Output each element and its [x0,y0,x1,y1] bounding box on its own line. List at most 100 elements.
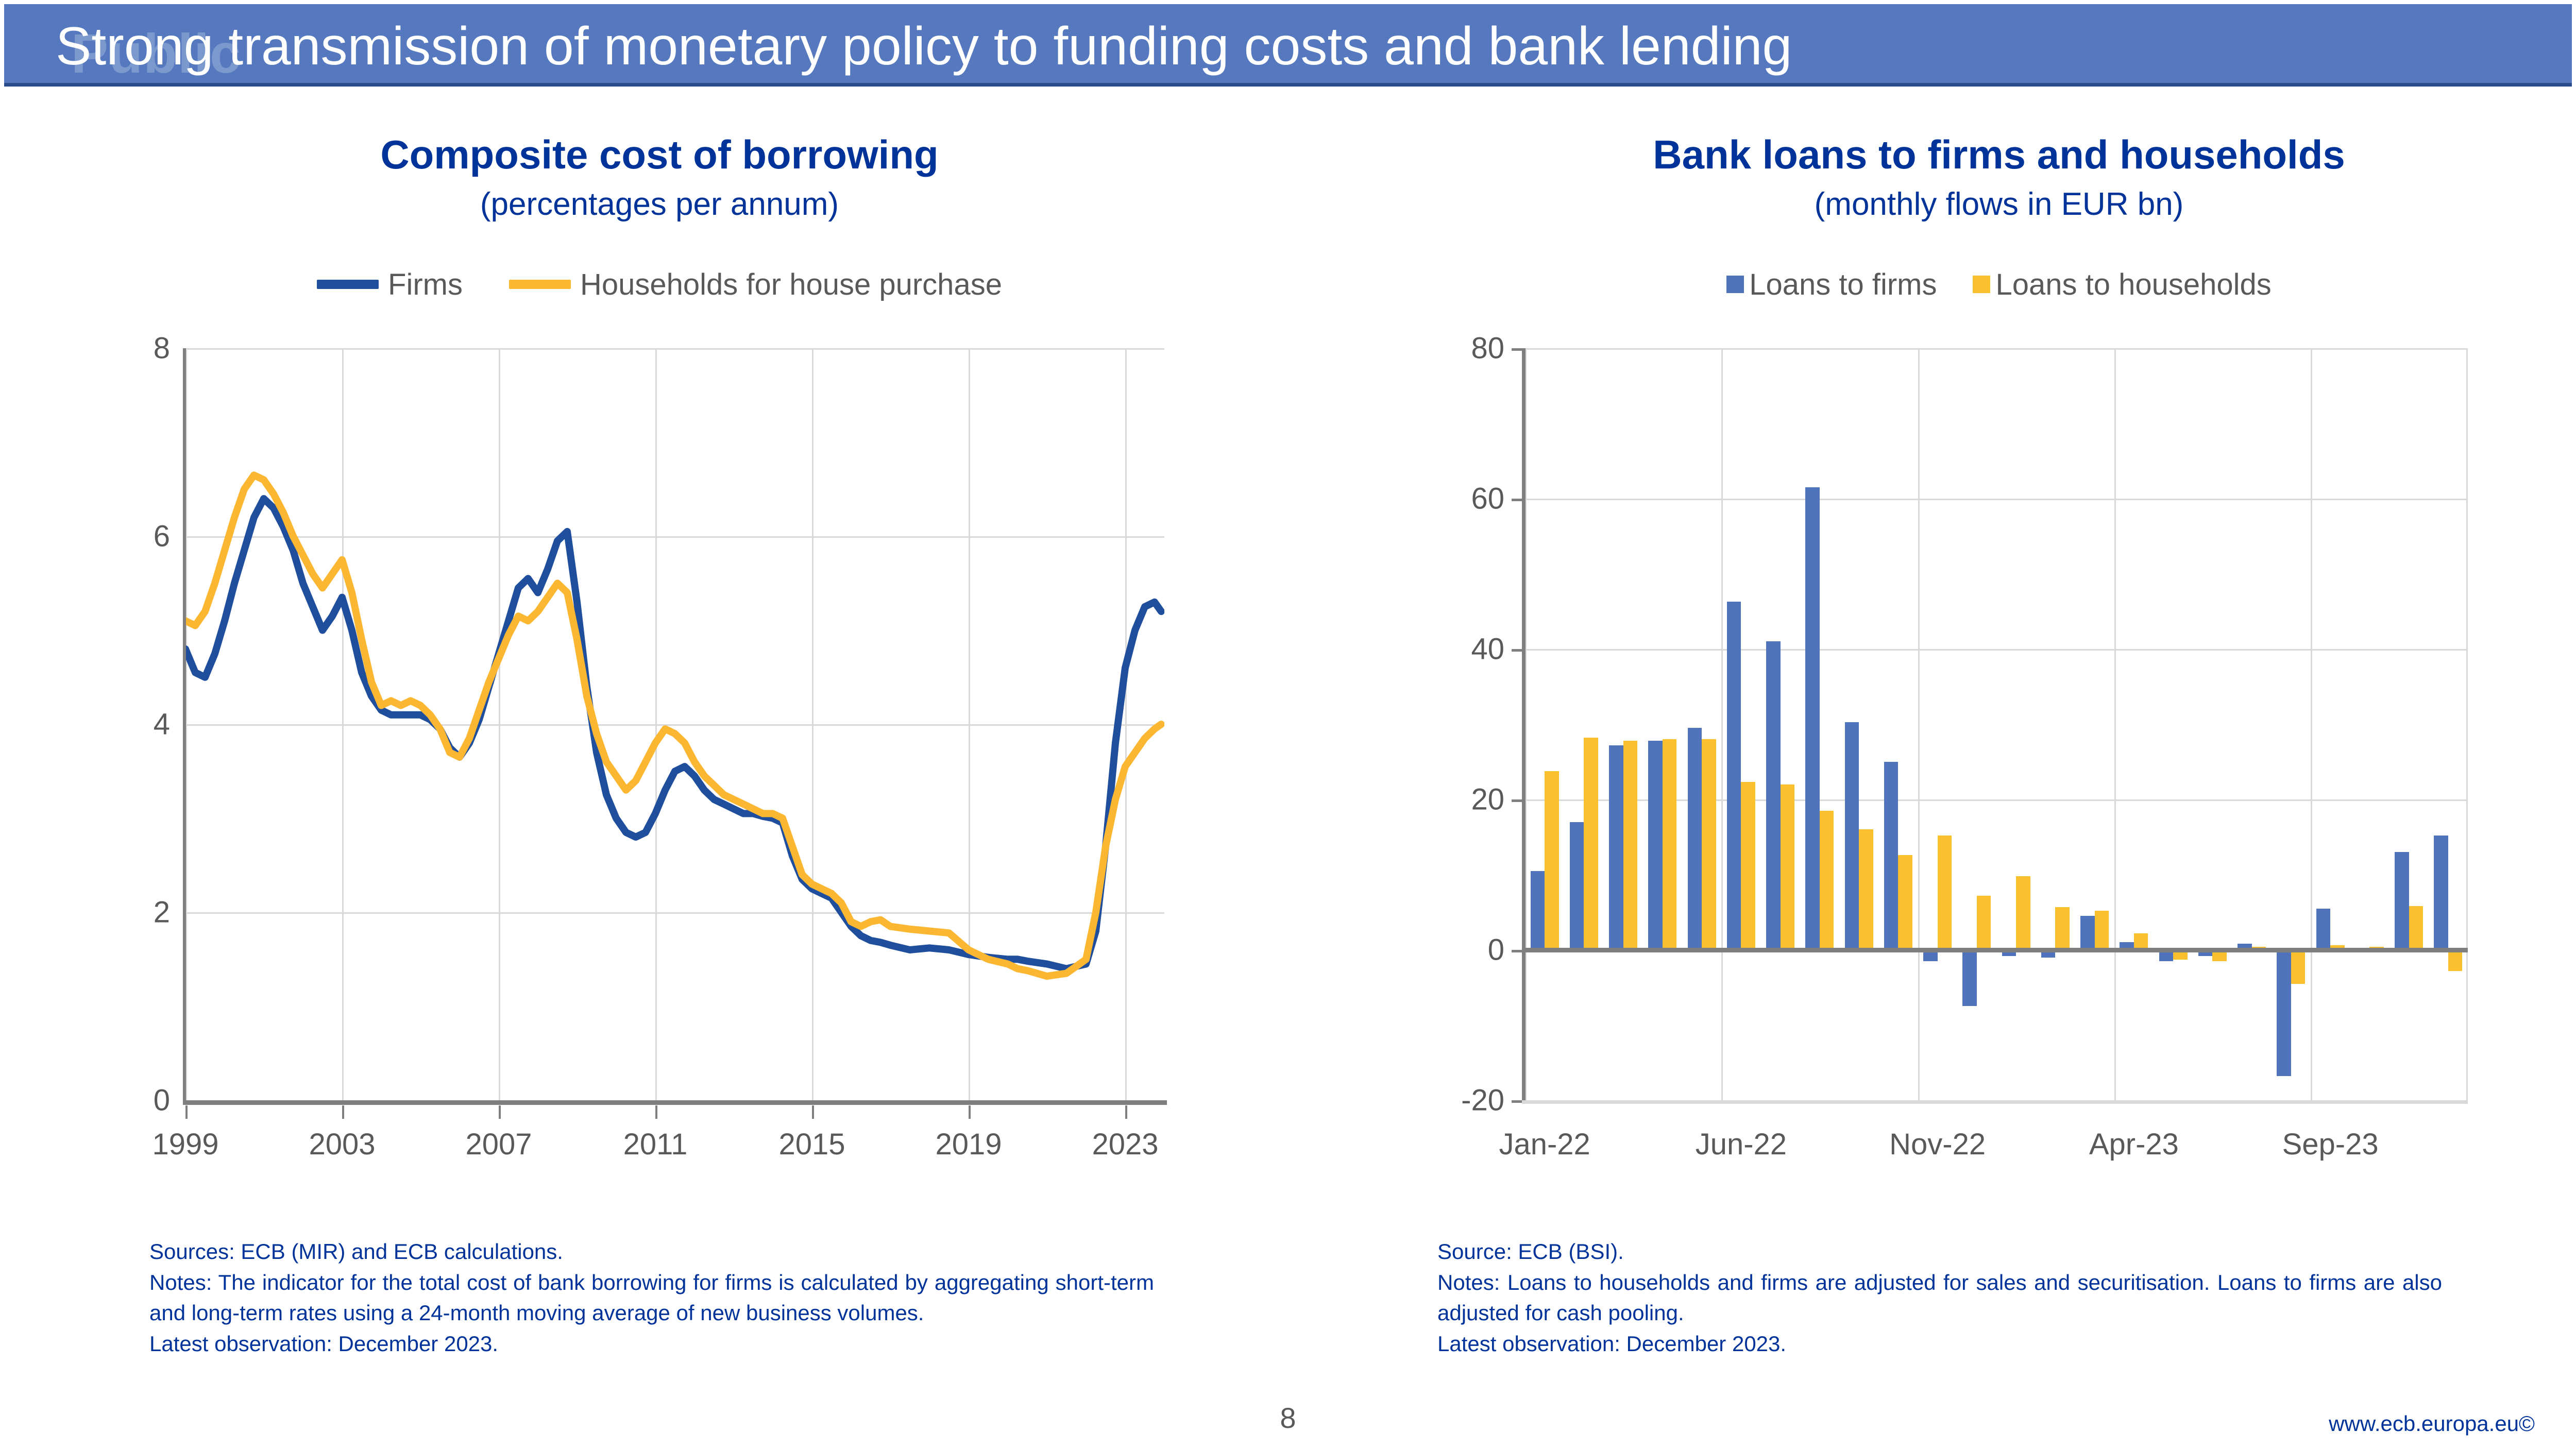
gridline-horizontal [1525,649,2468,651]
bar-loans-to-households [1623,741,1638,950]
bar-loans-to-firms [1766,641,1781,950]
right-chart-canvas: -20 0 20 40 60 80 Jan-22 Jun-22 Nov-22 Apr-23 Sep-… [1370,322,2576,1208]
y-axis-tick-label: 6 [153,519,170,553]
left-chart-canvas: 0 2 4 6 8 1999 2003 2007 2011 2015 2019 2023 [31,322,1288,1208]
x-axis-tick-mark [655,1105,657,1119]
x-axis-tick-label: Nov-22 [1889,1127,1986,1161]
left-chart-panel: Composite cost of borrowing (percentages… [31,93,1288,1380]
y-axis-tick-label: 4 [153,707,170,741]
legend-swatch-square-icon [1726,276,1744,294]
gridline-vertical [2114,348,2116,1100]
gridline-vertical [2311,348,2312,1100]
bar-loans-to-households [1976,895,1991,950]
y-axis-tick-label: 0 [153,1083,170,1117]
gridline-horizontal [185,912,1164,914]
right-chart-notes: Source: ECB (BSI). Notes: Loans to house… [1437,1236,2442,1359]
x-axis-tick-label: Sep-23 [2282,1127,2379,1161]
bar-loans-to-firms [1884,761,1899,950]
legend-item-loans-to-firms[interactable]: Loans to firms [1726,267,1937,302]
bar-loans-to-firms [1844,722,1859,950]
x-axis-tick-label: 2003 [309,1127,376,1161]
y-axis-tick-label: -20 [1461,1083,1504,1117]
gridline-horizontal [1525,799,2468,801]
bar-loans-to-firms [1805,487,1820,950]
bar-loans-to-firms [1962,949,1977,1007]
zero-baseline [1525,947,2468,952]
legend-swatch-line-icon [317,280,379,289]
line-series-households [185,471,1164,980]
gridline-vertical [812,348,814,1100]
x-axis-tick-label: 2019 [935,1127,1002,1161]
bar-loans-to-firms [2238,944,2252,950]
gridline-vertical [342,348,344,1100]
x-axis-tick-mark [185,1105,188,1119]
legend-swatch-line-icon [509,280,571,289]
y-axis-tick-mark [1512,949,1525,952]
y-axis-line [1522,348,1526,1100]
y-axis-tick-label: 2 [153,895,170,929]
left-chart-notes: Sources: ECB (MIR) and ECB calculations.… [149,1236,1154,1359]
gridline-vertical [655,348,657,1100]
x-axis-tick-mark [812,1105,814,1119]
gridline-vertical [499,348,500,1100]
bar-loans-to-firms [1923,949,1938,961]
bar-loans-to-firms [2277,949,2291,1077]
bar-loans-to-firms [1687,728,1702,950]
slide-header-bar: Public Strong transmission of monetary p… [4,4,2572,87]
legend-item-loans-to-households[interactable]: Loans to households [1973,267,2272,302]
bar-loans-to-households [1662,739,1677,950]
line-series-group [185,471,1164,980]
bar-loans-to-firms [2434,836,2448,950]
bar-loans-to-households [2016,876,2030,950]
right-notes-sources: Source: ECB (BSI). [1437,1239,1624,1264]
legend-label-loans-to-households: Loans to households [1995,267,2272,301]
gridline-vertical [185,348,187,1100]
y-axis-tick-label: 80 [1471,331,1504,365]
right-chart-subtitle: (monthly flows in EUR bn) [1814,186,2184,222]
right-chart-title: Bank loans to firms and households [1653,132,2345,177]
left-notes-body: Notes: The indicator for the total cost … [149,1270,1154,1325]
legend-item-households[interactable]: Households for house purchase [509,267,1002,302]
x-axis-tick-label: 1999 [152,1127,219,1161]
footer-url: www.ecb.europa.eu© [2329,1411,2535,1436]
bar-loans-to-households [2291,949,2306,984]
right-notes-body: Notes: Loans to households and firms are… [1437,1270,2442,1325]
left-plot-area [185,348,1164,1102]
bar-loans-to-firms [1530,871,1545,950]
slide-title: Strong transmission of monetary policy t… [56,16,1792,76]
x-axis-tick-mark [969,1105,971,1119]
gridline-vertical [1721,348,1723,1100]
gridline-horizontal [185,536,1164,538]
x-axis-tick-label: 2015 [778,1127,845,1161]
bar-loans-to-households [1545,771,1559,950]
bar-loans-to-households [2055,907,2070,950]
bar-loans-to-firms [2198,949,2213,956]
right-plot-area [1525,348,2468,1102]
x-axis-tick-mark [1125,1105,1127,1119]
x-axis-tick-label: 2007 [465,1127,532,1161]
bar-loans-to-firms [1726,602,1741,950]
bar-loans-to-households [2409,906,2424,950]
legend-label-firms: Firms [388,267,463,301]
x-axis-tick-label: Apr-23 [2089,1127,2179,1161]
left-notes-latest: Latest observation: December 2023. [149,1331,499,1356]
gridline-vertical [969,348,970,1100]
gridline-vertical [1125,348,1127,1100]
y-axis-line [183,348,186,1100]
bar-loans-to-firms [2159,949,2174,961]
bar-loans-to-firms [2395,852,2409,950]
legend-item-firms[interactable]: Firms [317,267,463,302]
bar-loans-to-households [2212,949,2227,961]
gridline-horizontal [1525,348,2468,350]
y-axis-tick-mark [1512,498,1525,501]
y-axis-tick-mark [1512,1100,1525,1103]
x-axis-tick-mark [342,1105,344,1119]
x-axis-line [183,1100,1167,1105]
gridline-horizontal [185,348,1164,350]
x-axis-line [1522,1100,2468,1104]
bar-loans-to-households [1819,810,1834,950]
bar-loans-to-firms [1648,741,1663,950]
y-axis-tick-label: 8 [153,331,170,365]
bar-loans-to-households [1859,829,1873,950]
x-axis-tick-mark [499,1105,501,1119]
